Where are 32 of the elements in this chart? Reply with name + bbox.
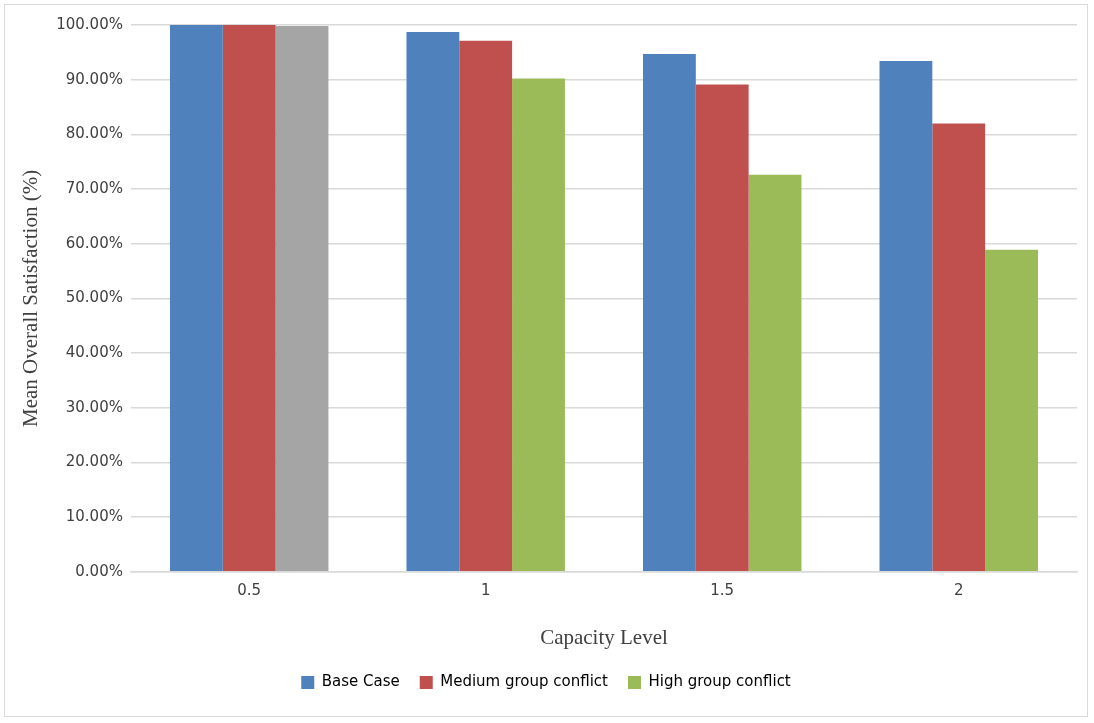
bar bbox=[406, 32, 460, 572]
bar bbox=[642, 53, 696, 572]
y-tick-label: 50.00% bbox=[65, 288, 123, 307]
y-tick-label: 70.00% bbox=[65, 178, 123, 197]
y-tick-label: 30.00% bbox=[65, 397, 123, 416]
x-tick-label: 1.5 bbox=[710, 580, 735, 599]
x-tick-label: 2 bbox=[953, 580, 964, 599]
legend-label: Base Case bbox=[321, 672, 400, 691]
x-axis-title: Capacity Level bbox=[540, 624, 668, 649]
bar bbox=[879, 61, 933, 572]
bar bbox=[222, 25, 276, 572]
y-tick-label: 100.00% bbox=[56, 14, 123, 33]
bar bbox=[932, 123, 986, 572]
y-axis-title: Mean Overall Satisfaction (%) bbox=[18, 169, 43, 427]
y-tick-label: 60.00% bbox=[65, 233, 123, 252]
y-tick-label: 20.00% bbox=[65, 452, 123, 471]
legend-label: Medium group conflict bbox=[440, 672, 609, 691]
bar bbox=[459, 40, 513, 572]
y-tick-label: 0.00% bbox=[75, 561, 123, 580]
x-tick-label: 1 bbox=[480, 580, 491, 599]
bar bbox=[512, 78, 565, 572]
y-tick-label: 10.00% bbox=[65, 507, 123, 526]
legend-label: High group conflict bbox=[648, 672, 791, 691]
bar bbox=[275, 26, 329, 572]
y-tick-label: 90.00% bbox=[65, 69, 123, 88]
x-tick-label: 0.5 bbox=[237, 580, 262, 599]
bar bbox=[985, 249, 1038, 572]
bar bbox=[695, 84, 749, 572]
y-tick-label: 80.00% bbox=[65, 124, 123, 143]
bar bbox=[169, 25, 223, 572]
y-tick-label: 40.00% bbox=[65, 342, 123, 361]
bar bbox=[748, 174, 802, 572]
